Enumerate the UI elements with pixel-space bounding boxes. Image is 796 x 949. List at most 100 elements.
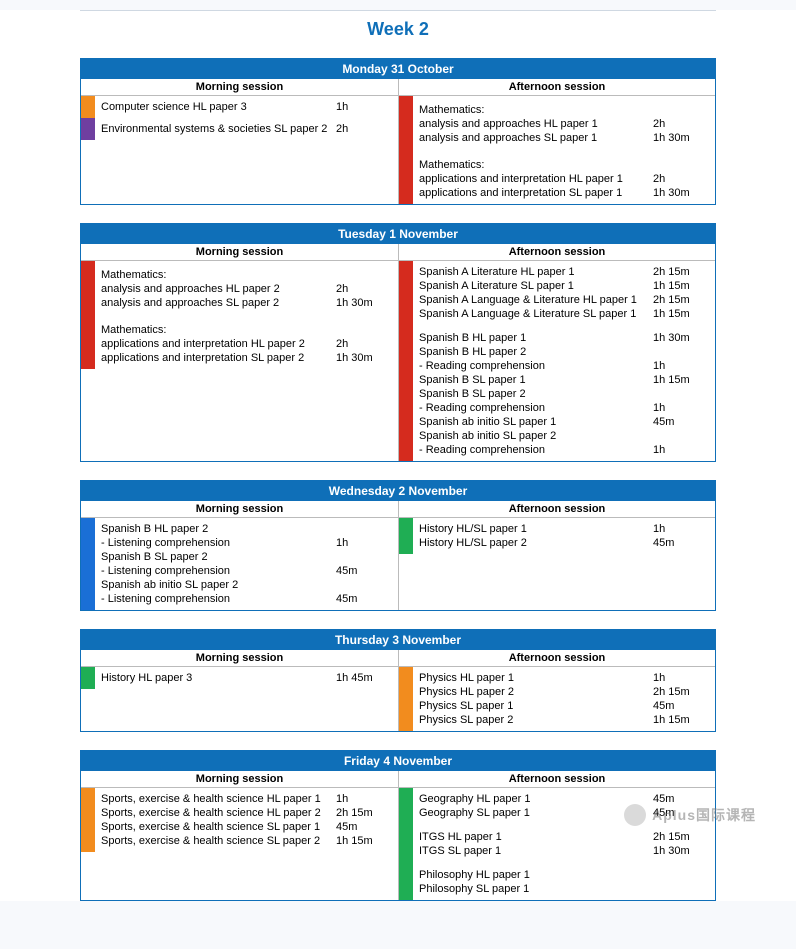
group-heading: Mathematics: xyxy=(101,320,392,337)
exam-row: Geography SL paper 145m xyxy=(419,806,709,820)
exam-label: applications and interpretation HL paper… xyxy=(101,338,336,350)
day-table: Thursday 3 NovemberMorning sessionHistor… xyxy=(80,629,716,732)
exam-row: Spanish B SL paper 2 xyxy=(101,550,392,564)
session-block: Mathematics:analysis and approaches HL p… xyxy=(399,96,715,204)
day-table: Monday 31 OctoberMorning sessionComputer… xyxy=(80,58,716,205)
exam-label: - Listening comprehension xyxy=(101,593,336,605)
exam-row: Spanish ab initio SL paper 2 xyxy=(419,429,709,443)
week-title: Week 2 xyxy=(80,10,716,54)
group-heading: Mathematics: xyxy=(419,155,709,172)
exam-duration: 1h xyxy=(653,360,709,372)
exam-row: Sports, exercise & health science HL pap… xyxy=(101,806,392,820)
exam-label: analysis and approaches HL paper 2 xyxy=(101,283,336,295)
exam-label: Philosophy SL paper 1 xyxy=(419,883,653,895)
days-container: Monday 31 OctoberMorning sessionComputer… xyxy=(0,58,796,901)
exam-label: Spanish B HL paper 1 xyxy=(419,332,653,344)
exam-label: History HL paper 3 xyxy=(101,672,336,684)
exam-duration: 1h 15m xyxy=(653,308,709,320)
exam-row: Spanish B SL paper 2 xyxy=(419,387,709,401)
sessions-row: Morning sessionMathematics:analysis and … xyxy=(81,244,715,461)
session-block: Geography HL paper 145mGeography SL pape… xyxy=(399,788,715,900)
exam-row: Geography HL paper 145m xyxy=(419,792,709,806)
session-heading: Afternoon session xyxy=(399,79,715,96)
exam-row: ITGS SL paper 11h 30m xyxy=(419,844,709,858)
exam-duration: 1h xyxy=(653,444,709,456)
color-strip xyxy=(81,518,95,610)
exam-duration: 2h xyxy=(336,338,392,350)
exam-row: Philosophy SL paper 1 xyxy=(419,882,709,896)
session-heading: Afternoon session xyxy=(399,244,715,261)
day-header: Tuesday 1 November xyxy=(81,224,715,244)
color-strip xyxy=(399,788,413,900)
color-strip xyxy=(399,96,413,204)
color-strip xyxy=(81,96,95,118)
exam-label: Spanish B SL paper 2 xyxy=(101,551,336,563)
exam-duration: 1h 30m xyxy=(653,332,709,344)
exam-duration: 2h 15m xyxy=(336,807,392,819)
exam-label: Spanish B SL paper 2 xyxy=(419,388,653,400)
exam-label: Spanish B SL paper 1 xyxy=(419,374,653,386)
items: Mathematics:analysis and approaches HL p… xyxy=(413,96,715,204)
exam-label: Spanish A Language & Literature SL paper… xyxy=(419,308,653,320)
exam-label: - Reading comprehension xyxy=(419,402,653,414)
exam-row: Spanish A Literature HL paper 12h 15m xyxy=(419,265,709,279)
afternoon-session: Afternoon sessionPhysics HL paper 11hPhy… xyxy=(398,650,715,731)
exam-label: applications and interpretation SL paper… xyxy=(101,352,336,364)
exam-row: Environmental systems & societies SL pap… xyxy=(101,122,392,136)
exam-label: Spanish ab initio SL paper 2 xyxy=(101,579,336,591)
day-header: Wednesday 2 November xyxy=(81,481,715,501)
session-heading: Morning session xyxy=(81,771,398,788)
exam-row: Sports, exercise & health science SL pap… xyxy=(101,820,392,834)
afternoon-session: Afternoon sessionMathematics:analysis an… xyxy=(398,79,715,204)
items: Mathematics: analysis and approaches HL p… xyxy=(95,261,398,369)
items: Physics HL paper 11hPhysics HL paper 22h… xyxy=(413,667,715,731)
exam-row: analysis and approaches SL paper 21h 30m xyxy=(101,296,392,310)
session-block: Spanish B HL paper 2- Listening comprehe… xyxy=(81,518,398,610)
exam-label: Spanish A Language & Literature HL paper… xyxy=(419,294,653,306)
exam-row: Spanish ab initio SL paper 2 xyxy=(101,578,392,592)
exam-label: applications and interpretation HL paper… xyxy=(419,173,653,185)
sessions-row: Morning sessionComputer science HL paper… xyxy=(81,79,715,204)
exam-row: Physics SL paper 145m xyxy=(419,699,709,713)
exam-row: applications and interpretation HL paper… xyxy=(419,172,709,186)
exam-row: Spanish B HL paper 2 xyxy=(419,345,709,359)
exam-row: Spanish A Language & Literature SL paper… xyxy=(419,307,709,321)
day-header: Thursday 3 November xyxy=(81,630,715,650)
exam-row: Spanish ab initio SL paper 145m xyxy=(419,415,709,429)
session-block: Mathematics: analysis and approaches HL p… xyxy=(81,261,398,369)
exam-row: - Listening comprehension45m xyxy=(101,564,392,578)
exam-label: Sports, exercise & health science SL pap… xyxy=(101,835,336,847)
exam-row: Spanish A Language & Literature HL paper… xyxy=(419,293,709,307)
exam-duration: 1h 30m xyxy=(336,297,392,309)
morning-session: Morning sessionComputer science HL paper… xyxy=(81,79,398,204)
exam-duration: 45m xyxy=(336,821,392,833)
items: Sports, exercise & health science HL pap… xyxy=(95,788,398,852)
items: Environmental systems & societies SL pap… xyxy=(95,118,398,140)
exam-duration: 45m xyxy=(653,807,709,819)
afternoon-session: Afternoon sessionHistory HL/SL paper 11h… xyxy=(398,501,715,610)
exam-label: - Listening comprehension xyxy=(101,565,336,577)
exam-duration: 1h xyxy=(653,402,709,414)
exam-label: - Reading comprehension xyxy=(419,444,653,456)
color-strip xyxy=(399,667,413,731)
items: Geography HL paper 145mGeography SL pape… xyxy=(413,788,715,900)
exam-row: applications and interpretation HL paper… xyxy=(101,337,392,351)
session-block: Environmental systems & societies SL pap… xyxy=(81,118,398,140)
exam-label: Geography SL paper 1 xyxy=(419,807,653,819)
exam-duration: 2h 15m xyxy=(653,266,709,278)
exam-row: Physics HL paper 22h 15m xyxy=(419,685,709,699)
exam-row: Physics SL paper 21h 15m xyxy=(419,713,709,727)
exam-duration: 45m xyxy=(653,416,709,428)
spacer xyxy=(419,858,709,868)
exam-label: Physics HL paper 2 xyxy=(419,686,653,698)
spacer xyxy=(419,820,709,830)
exam-row: Sports, exercise & health science SL pap… xyxy=(101,834,392,848)
exam-row: Spanish B HL paper 11h 30m xyxy=(419,331,709,345)
exam-row: analysis and approaches HL paper 22h xyxy=(101,282,392,296)
session-block: Computer science HL paper 31h xyxy=(81,96,398,118)
session-block: Spanish A Literature HL paper 12h 15m Spa… xyxy=(399,261,715,461)
exam-row: applications and interpretation SL paper… xyxy=(419,186,709,200)
exam-label: Environmental systems & societies SL pap… xyxy=(101,123,336,135)
day-header: Monday 31 October xyxy=(81,59,715,79)
morning-session: Morning sessionSpanish B HL paper 2- Lis… xyxy=(81,501,398,610)
